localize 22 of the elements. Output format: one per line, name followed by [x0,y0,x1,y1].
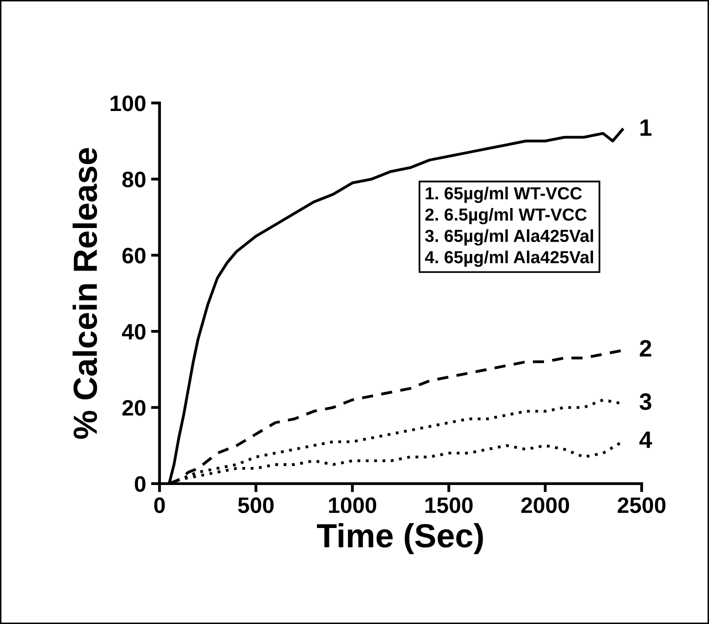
y-tick-label: 20 [122,400,146,416]
annotation: 3. 65µg/ml Ala425Val [425,229,594,246]
annotation: 1. 65µg/ml WT-VCC [426,186,582,203]
y-tick-label: 0 [134,476,146,492]
y-axis-title: % Calcein Release [72,148,98,439]
y-tick-label: 60 [122,248,146,264]
x-axis-title: Time (Sec) [316,523,483,554]
y-tick-label: 100 [110,95,146,112]
series-label: 2 [640,340,652,356]
x-tick-label: 1500 [425,497,473,514]
x-tick-label: 0 [154,497,165,514]
annotation: 2. 6.5µg/ml WT-VCC [425,208,587,224]
y-tick-label: 80 [122,172,146,188]
x-tick-label: 2500 [618,497,666,514]
x-tick-label: 500 [238,497,274,514]
x-tick-label: 1000 [329,497,376,514]
annotation: 4. 65µg/ml Ala425Val [424,250,594,267]
y-tick-label: 40 [122,324,146,340]
series-label: 3 [640,393,652,410]
series-label: 4 [639,432,652,448]
series-label: 1 [640,119,652,136]
x-tick-label: 2000 [521,497,570,514]
